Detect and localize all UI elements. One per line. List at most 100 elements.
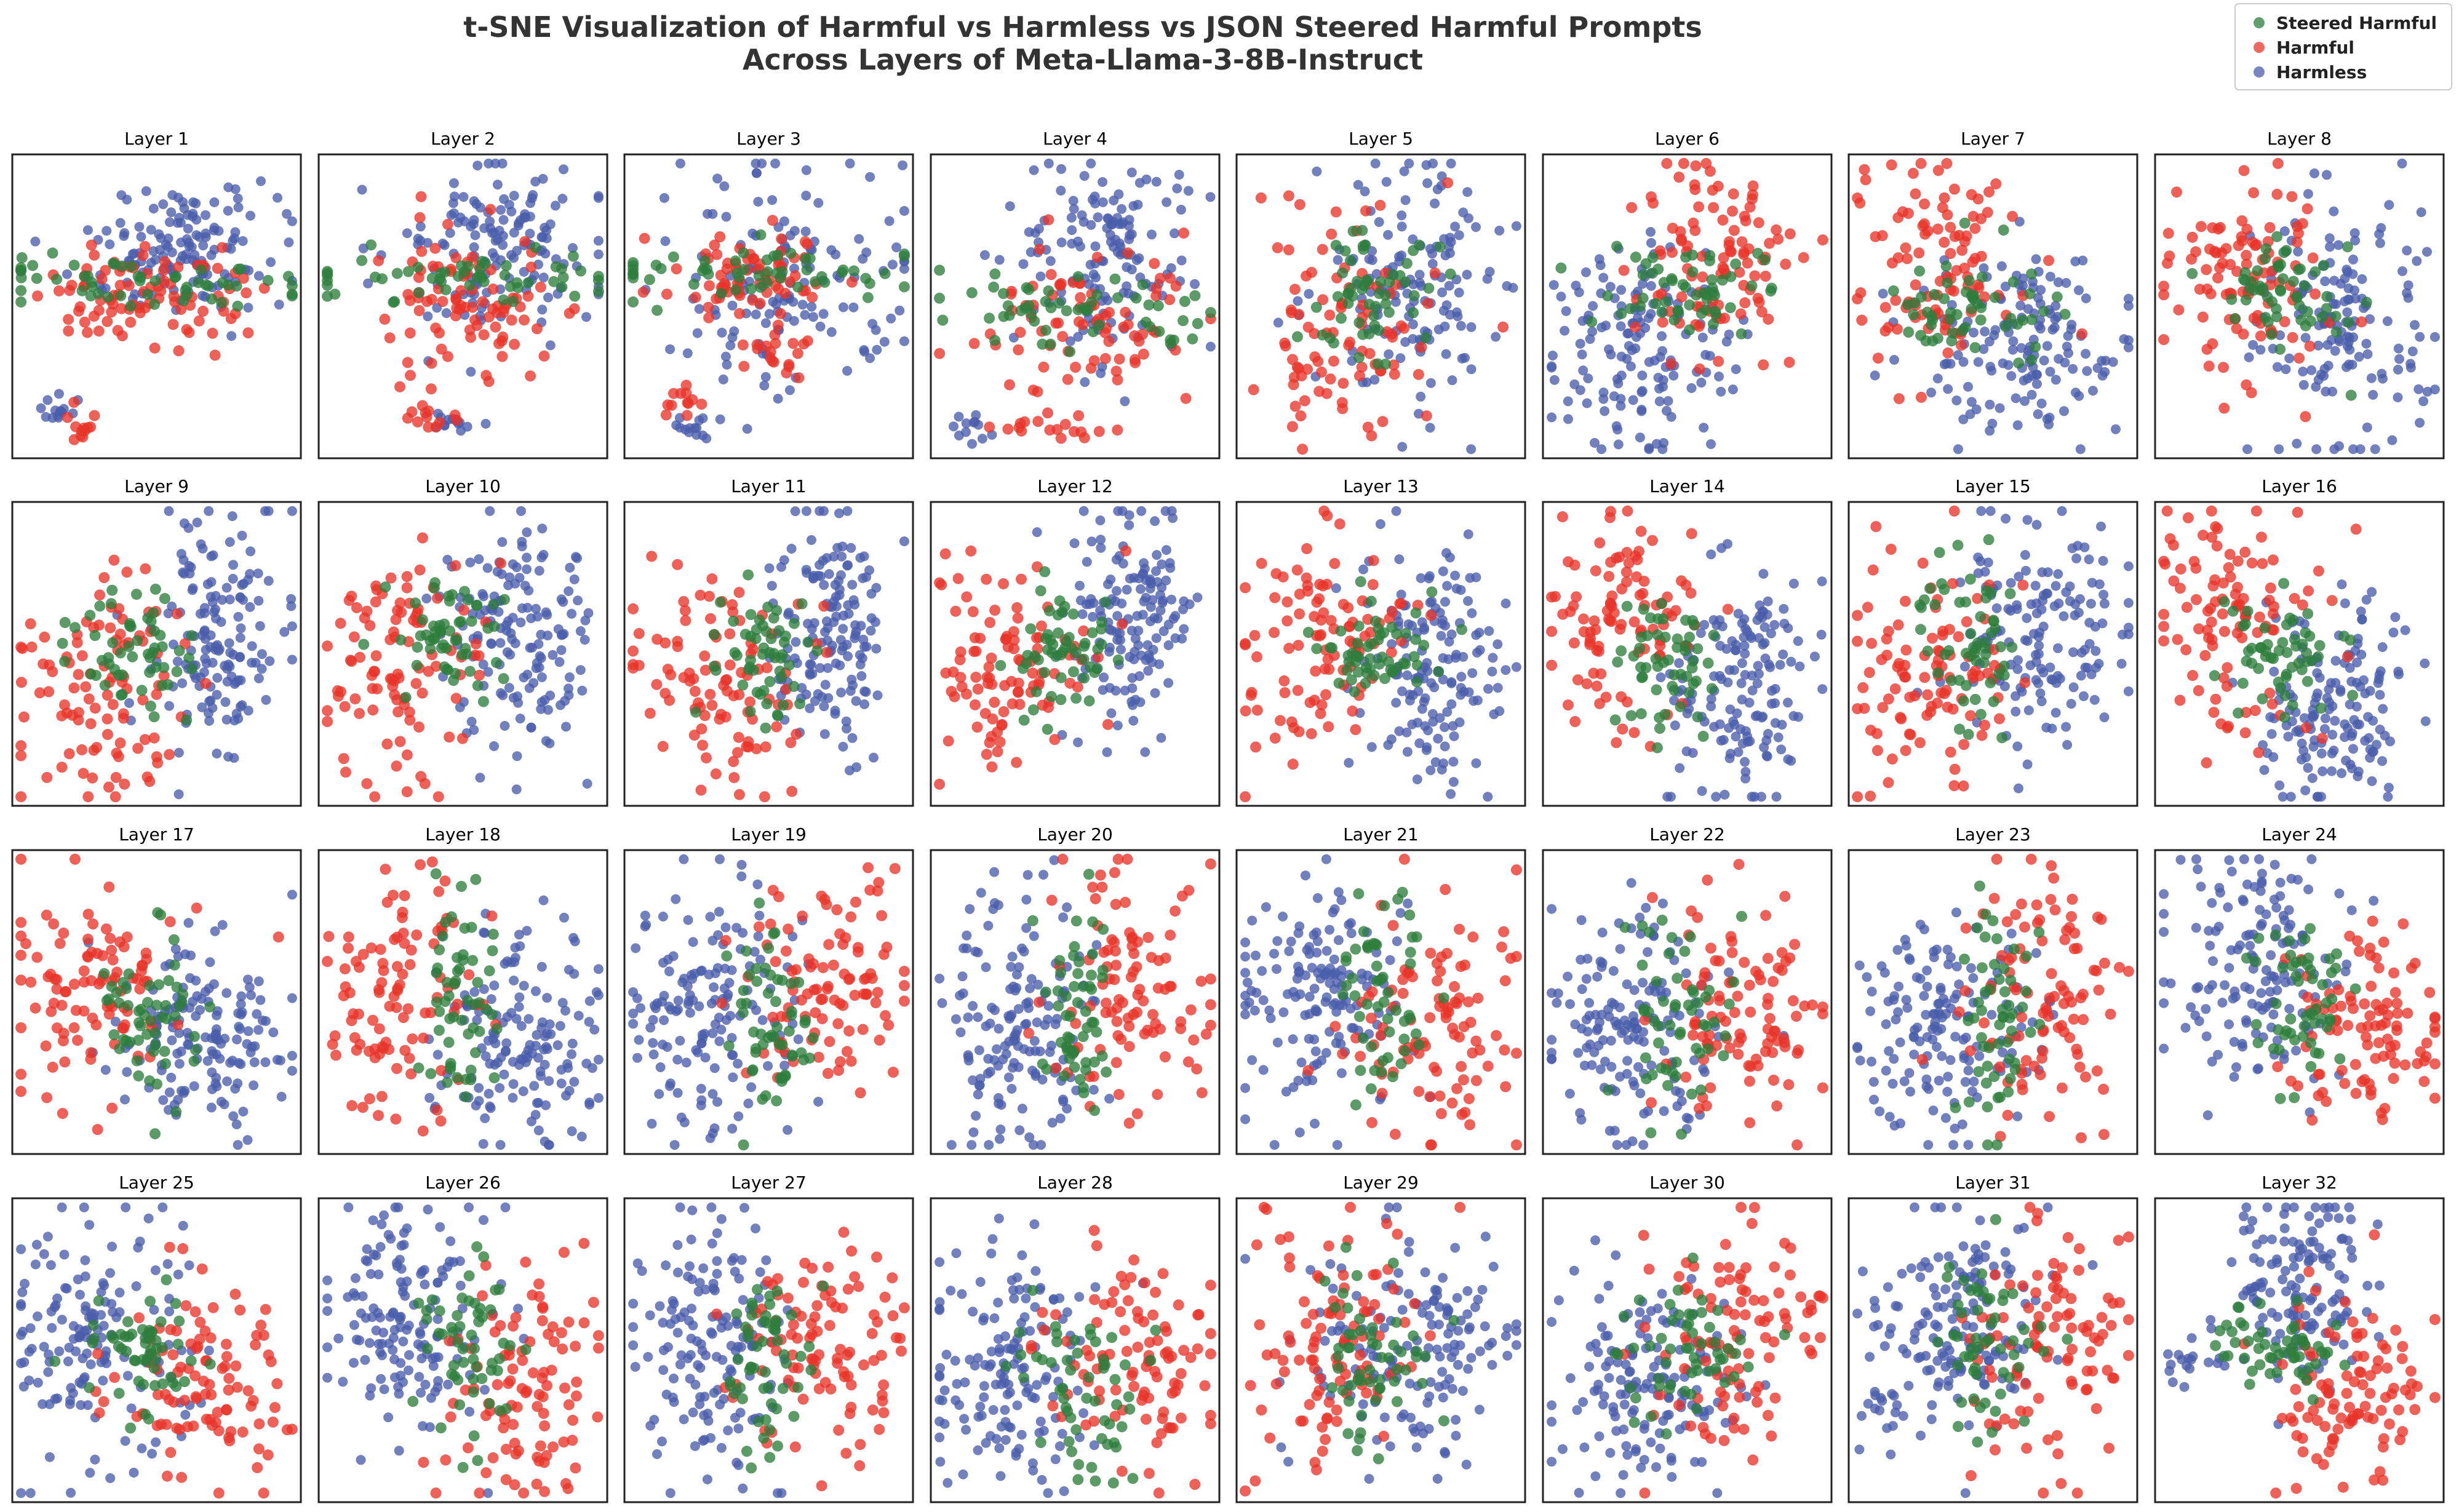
point-harmful bbox=[197, 305, 209, 317]
point-harmful bbox=[2181, 602, 2193, 613]
point-harmless bbox=[1761, 750, 1772, 761]
point-steered-harmful bbox=[1302, 627, 1314, 638]
point-harmless bbox=[841, 716, 851, 726]
point-harmful bbox=[63, 314, 74, 325]
point-steered-harmful bbox=[1355, 576, 1366, 587]
point-harmful bbox=[1922, 689, 1934, 701]
point-steered-harmful bbox=[2260, 243, 2272, 255]
point-harmful bbox=[2291, 221, 2303, 233]
point-harmful bbox=[175, 304, 187, 315]
point-harmless bbox=[556, 594, 567, 605]
point-steered-harmful bbox=[1017, 662, 1029, 674]
point-harmless bbox=[2352, 658, 2362, 667]
point-harmful bbox=[767, 215, 778, 226]
point-harmless bbox=[1446, 789, 1456, 799]
point-steered-harmful bbox=[1433, 666, 1445, 677]
point-harmless bbox=[2368, 715, 2378, 726]
point-harmless bbox=[2416, 207, 2426, 217]
point-harmful bbox=[1038, 361, 1050, 373]
point-harmless bbox=[1817, 684, 1828, 694]
panel-points bbox=[15, 506, 297, 803]
point-steered-harmful bbox=[84, 610, 96, 621]
point-harmless bbox=[1637, 370, 1648, 381]
point-harmful bbox=[1000, 634, 1011, 645]
point-harmless bbox=[1097, 362, 1107, 372]
point-harmful bbox=[1926, 632, 1938, 644]
point-harmless bbox=[815, 321, 826, 332]
point-harmless bbox=[899, 336, 909, 346]
point-harmless bbox=[2375, 725, 2385, 734]
point-harmless bbox=[1387, 639, 1397, 649]
point-harmless bbox=[2030, 581, 2041, 591]
point-harmless bbox=[2047, 723, 2057, 734]
point-harmless bbox=[1152, 577, 1163, 587]
point-harmful bbox=[1013, 344, 1024, 356]
point-harmful bbox=[1673, 172, 1685, 183]
point-harmful bbox=[2168, 575, 2180, 587]
point-harmless bbox=[1745, 736, 1755, 746]
point-steered-harmful bbox=[482, 623, 494, 634]
point-harmless bbox=[530, 177, 541, 187]
point-steered-harmful bbox=[183, 652, 195, 664]
point-harmless bbox=[829, 617, 839, 627]
point-harmless bbox=[837, 551, 847, 562]
point-harmless bbox=[545, 219, 556, 229]
point-harmless bbox=[2402, 288, 2412, 298]
point-harmful bbox=[107, 699, 119, 710]
point-harmful bbox=[1250, 741, 1262, 753]
point-harmless bbox=[2123, 561, 2134, 571]
point-steered-harmful bbox=[417, 614, 428, 626]
point-harmless bbox=[1098, 197, 1108, 207]
point-harmful bbox=[1325, 373, 1336, 385]
point-harmful bbox=[1291, 564, 1303, 576]
point-harmless bbox=[1598, 394, 1609, 404]
panel-frame bbox=[11, 153, 302, 460]
point-harmful bbox=[665, 669, 677, 681]
point-harmful bbox=[1937, 202, 1948, 213]
point-harmless bbox=[2353, 766, 2364, 777]
panel-layer-10: Layer 10 bbox=[317, 476, 608, 807]
point-steered-harmful bbox=[2239, 618, 2251, 630]
point-harmless bbox=[2320, 713, 2330, 723]
point-steered-harmful bbox=[1611, 241, 1622, 252]
point-steered-harmful bbox=[1154, 325, 1165, 337]
point-harmless bbox=[1086, 158, 1096, 169]
point-harmful bbox=[426, 357, 437, 369]
point-harmless bbox=[2312, 668, 2322, 678]
point-harmless bbox=[223, 205, 233, 216]
point-harmless bbox=[1430, 198, 1440, 209]
point-harmless bbox=[1953, 350, 1963, 360]
point-steered-harmful bbox=[768, 612, 779, 624]
point-harmless bbox=[819, 701, 829, 712]
point-harmless bbox=[286, 601, 297, 611]
point-harmless bbox=[2027, 370, 2037, 381]
point-harmless bbox=[237, 579, 247, 590]
point-harmless bbox=[2361, 338, 2372, 349]
point-steered-harmful bbox=[2281, 245, 2292, 257]
point-harmful bbox=[660, 637, 671, 649]
panel-title: Layer 12 bbox=[1037, 476, 1113, 496]
point-harmful bbox=[1738, 279, 1750, 291]
point-harmful bbox=[680, 615, 691, 626]
point-steered-harmful bbox=[1628, 650, 1640, 662]
point-harmless bbox=[2298, 746, 2309, 756]
point-harmful bbox=[2341, 651, 2353, 662]
point-harmless bbox=[82, 225, 93, 236]
point-harmless bbox=[141, 186, 151, 196]
point-harmless bbox=[1484, 626, 1494, 636]
point-steered-harmful bbox=[1684, 631, 1696, 643]
point-steered-harmful bbox=[2345, 634, 2356, 646]
point-harmful bbox=[2193, 623, 2204, 635]
point-harmful bbox=[1753, 296, 1765, 308]
point-steered-harmful bbox=[1658, 656, 1670, 668]
point-harmful bbox=[525, 370, 536, 382]
point-harmful bbox=[1900, 242, 1911, 254]
point-steered-harmful bbox=[1914, 599, 1926, 611]
point-harmless bbox=[225, 1057, 236, 1068]
point-harmless bbox=[1462, 187, 1473, 197]
point-harmless bbox=[565, 562, 575, 573]
point-harmless bbox=[1440, 741, 1450, 752]
point-harmful bbox=[525, 261, 537, 273]
panel-points bbox=[1852, 505, 2134, 803]
point-harmful bbox=[200, 678, 212, 690]
